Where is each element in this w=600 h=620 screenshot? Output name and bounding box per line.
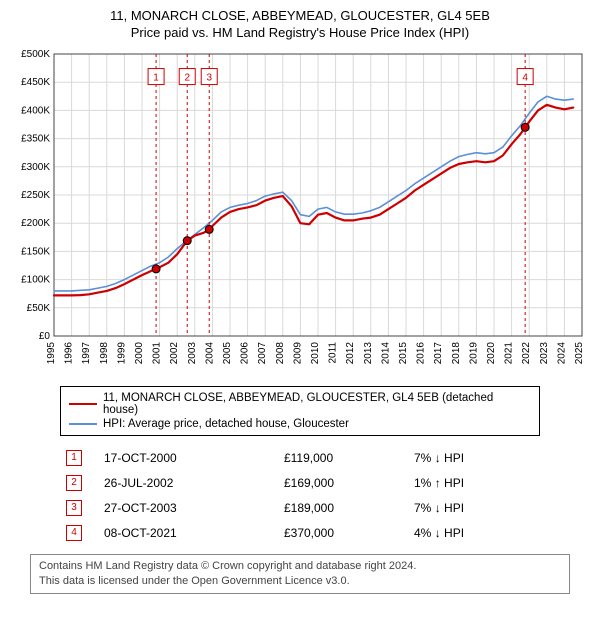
- svg-text:1999: 1999: [116, 342, 127, 365]
- svg-text:2007: 2007: [257, 342, 268, 365]
- svg-text:2018: 2018: [451, 342, 462, 365]
- svg-text:2006: 2006: [240, 342, 251, 365]
- sale-price: £119,000: [280, 446, 408, 469]
- svg-text:£150K: £150K: [21, 246, 50, 257]
- legend-box: 11, MONARCH CLOSE, ABBEYMEAD, GLOUCESTER…: [60, 386, 540, 436]
- svg-text:2002: 2002: [169, 342, 180, 365]
- svg-text:2014: 2014: [380, 342, 391, 365]
- svg-text:2009: 2009: [292, 342, 303, 365]
- sale-date: 26-JUL-2002: [100, 471, 278, 494]
- svg-text:2017: 2017: [433, 342, 444, 365]
- sales-table: 117-OCT-2000£119,0007% ↓ HPI226-JUL-2002…: [60, 444, 540, 546]
- svg-text:2015: 2015: [398, 342, 409, 365]
- sale-diff: 4% ↓ HPI: [410, 521, 538, 544]
- svg-text:2008: 2008: [275, 342, 286, 365]
- svg-text:2003: 2003: [187, 342, 198, 365]
- legend-swatch: [69, 403, 97, 405]
- chart-container: 11, MONARCH CLOSE, ABBEYMEAD, GLOUCESTER…: [0, 0, 600, 604]
- sale-marker-cell: 1: [62, 446, 98, 469]
- chart-title-subtitle: Price paid vs. HM Land Registry's House …: [12, 25, 588, 40]
- license-line: Contains HM Land Registry data © Crown c…: [39, 559, 561, 574]
- svg-text:£100K: £100K: [21, 275, 50, 286]
- svg-text:2023: 2023: [539, 342, 550, 365]
- sale-diff: 7% ↓ HPI: [410, 446, 538, 469]
- sale-marker-box: 4: [66, 525, 82, 541]
- license-box: Contains HM Land Registry data © Crown c…: [30, 554, 570, 594]
- legend-swatch: [69, 423, 97, 425]
- svg-text:2016: 2016: [416, 342, 427, 365]
- svg-text:1996: 1996: [64, 342, 75, 365]
- sale-date: 27-OCT-2003: [100, 496, 278, 519]
- svg-text:2019: 2019: [468, 342, 479, 365]
- svg-text:2005: 2005: [222, 342, 233, 365]
- svg-text:2004: 2004: [204, 342, 215, 365]
- svg-text:4: 4: [522, 73, 528, 84]
- sale-price: £169,000: [280, 471, 408, 494]
- svg-text:1997: 1997: [81, 342, 92, 365]
- sale-price: £370,000: [280, 521, 408, 544]
- svg-text:2021: 2021: [504, 342, 515, 365]
- svg-text:2010: 2010: [310, 342, 321, 365]
- legend-label: HPI: Average price, detached house, Glou…: [103, 418, 349, 430]
- svg-text:2020: 2020: [486, 342, 497, 365]
- svg-text:2: 2: [184, 73, 190, 84]
- sale-marker-cell: 3: [62, 496, 98, 519]
- chart-svg: £0 £50K £100K £150K £200K £250K £300K £350K £400…: [12, 46, 588, 376]
- svg-text:£50K: £50K: [27, 303, 51, 314]
- svg-text:1998: 1998: [99, 342, 110, 365]
- table-row: 3 27-OCT-2003£189,0007% ↓ HPI: [62, 496, 538, 519]
- sale-marker-box: 2: [66, 475, 82, 491]
- sale-marker-cell: 2: [62, 471, 98, 494]
- svg-text:£200K: £200K: [21, 218, 50, 229]
- svg-text:3: 3: [206, 73, 212, 84]
- svg-text:2012: 2012: [345, 342, 356, 365]
- sale-marker-box: 3: [66, 500, 82, 516]
- sale-price: £189,000: [280, 496, 408, 519]
- svg-text:£450K: £450K: [21, 77, 50, 88]
- svg-text:1995: 1995: [46, 342, 57, 365]
- svg-text:2024: 2024: [556, 342, 567, 365]
- legend-item: HPI: Average price, detached house, Glou…: [69, 417, 531, 431]
- legend-item: 11, MONARCH CLOSE, ABBEYMEAD, GLOUCESTER…: [69, 391, 531, 417]
- sale-diff: 7% ↓ HPI: [410, 496, 538, 519]
- svg-text:£300K: £300K: [21, 162, 50, 173]
- table-row: 4 08-OCT-2021£370,0004% ↓ HPI: [62, 521, 538, 544]
- svg-text:2025: 2025: [574, 342, 585, 365]
- svg-text:1: 1: [153, 73, 159, 84]
- title-block: 11, MONARCH CLOSE, ABBEYMEAD, GLOUCESTER…: [12, 8, 588, 40]
- svg-text:2013: 2013: [363, 342, 374, 365]
- chart-plot-area: £0 £50K £100K £150K £200K £250K £300K £350K £400…: [12, 46, 588, 376]
- svg-text:£500K: £500K: [21, 49, 50, 60]
- sale-date: 17-OCT-2000: [100, 446, 278, 469]
- sale-date: 08-OCT-2021: [100, 521, 278, 544]
- table-row: 1 17-OCT-2000£119,0007% ↓ HPI: [62, 446, 538, 469]
- svg-text:2000: 2000: [134, 342, 145, 365]
- sale-diff: 1% ↑ HPI: [410, 471, 538, 494]
- svg-text:£250K: £250K: [21, 190, 50, 201]
- chart-title-address: 11, MONARCH CLOSE, ABBEYMEAD, GLOUCESTER…: [12, 8, 588, 23]
- sale-marker-cell: 4: [62, 521, 98, 544]
- legend-label: 11, MONARCH CLOSE, ABBEYMEAD, GLOUCESTER…: [103, 392, 531, 416]
- svg-text:2022: 2022: [521, 342, 532, 365]
- svg-text:£400K: £400K: [21, 105, 50, 116]
- table-row: 2 26-JUL-2002£169,0001% ↑ HPI: [62, 471, 538, 494]
- license-line: This data is licensed under the Open Gov…: [39, 574, 561, 589]
- svg-text:2011: 2011: [328, 342, 339, 364]
- sale-marker-box: 1: [66, 450, 82, 466]
- svg-text:£350K: £350K: [21, 134, 50, 145]
- svg-text:2001: 2001: [152, 342, 163, 365]
- svg-text:£0: £0: [39, 331, 51, 342]
